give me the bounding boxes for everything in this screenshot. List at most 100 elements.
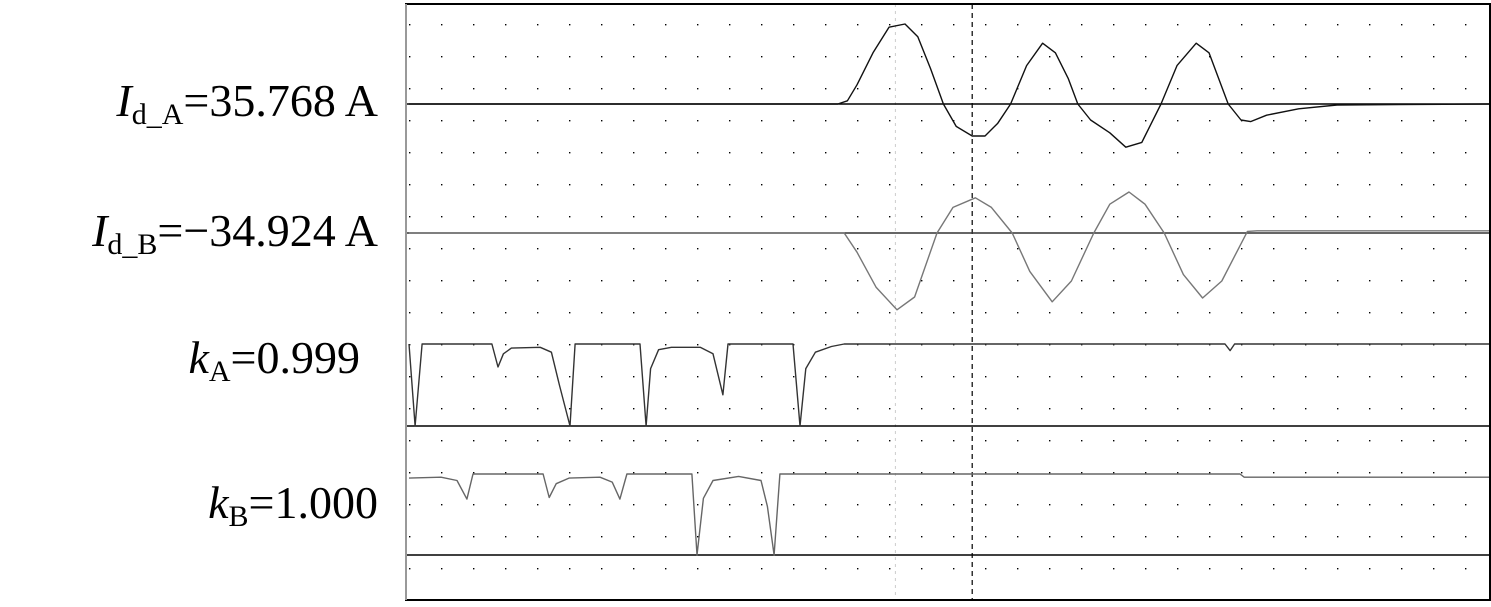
grid-dot — [1145, 312, 1147, 314]
grid-dot — [1081, 408, 1083, 410]
grid-dot — [1049, 24, 1051, 26]
grid-dot — [697, 280, 699, 282]
grid-dot — [633, 312, 635, 314]
grid-dot — [825, 408, 827, 410]
grid-dot — [761, 312, 763, 314]
grid-dot — [1273, 504, 1275, 506]
grid-dot — [697, 408, 699, 410]
grid-dot — [1113, 408, 1115, 410]
grid-dot — [441, 376, 443, 378]
grid-dot — [601, 312, 603, 314]
grid-dot — [1081, 88, 1083, 90]
grid-dot — [793, 152, 795, 154]
grid-dot — [1113, 88, 1115, 90]
grid-dot — [1241, 184, 1243, 186]
grid-dot — [953, 408, 955, 410]
grid-dot — [921, 408, 923, 410]
grid-dot — [729, 440, 731, 442]
grid-dot — [1017, 184, 1019, 186]
grid-dot — [729, 376, 731, 378]
grid-dot — [1305, 312, 1307, 314]
grid-dot — [1465, 24, 1467, 26]
grid-dot — [1369, 216, 1371, 218]
grid-dot — [1433, 472, 1435, 474]
grid-dot — [1305, 472, 1307, 474]
grid-dot — [1017, 376, 1019, 378]
grid-dot — [1369, 24, 1371, 26]
label-subscript: A — [208, 355, 231, 388]
grid-dot — [441, 248, 443, 250]
grid-dot — [1401, 120, 1403, 122]
grid-dot — [1241, 280, 1243, 282]
grid-dot — [857, 88, 859, 90]
grid-dot — [1209, 408, 1211, 410]
grid-dot — [1177, 24, 1179, 26]
grid-dot — [921, 440, 923, 442]
grid-dot — [473, 408, 475, 410]
grid-dot — [1305, 568, 1307, 570]
grid-dot — [825, 56, 827, 58]
grid-dot — [953, 440, 955, 442]
grid-dot — [1465, 376, 1467, 378]
grid-dot — [1145, 184, 1147, 186]
grid-dot — [761, 280, 763, 282]
grid-dot — [1177, 504, 1179, 506]
grid-dot — [601, 88, 603, 90]
grid-dot — [569, 568, 571, 570]
grid-dot — [793, 120, 795, 122]
label-value: =0.999 — [230, 332, 360, 383]
grid-dot — [1177, 152, 1179, 154]
grid-dot — [953, 376, 955, 378]
grid-dot — [1049, 472, 1051, 474]
grid-dot — [441, 152, 443, 154]
label-symbol: I — [116, 75, 132, 126]
grid-dot — [1465, 216, 1467, 218]
grid-dot — [665, 344, 667, 346]
grid-dot — [473, 120, 475, 122]
grid-dot — [1017, 504, 1019, 506]
grid-dot — [1049, 568, 1051, 570]
grid-dot — [1433, 440, 1435, 442]
grid-dot — [825, 120, 827, 122]
grid-dot — [537, 376, 539, 378]
grid-dot — [761, 568, 763, 570]
label-symbol: k — [188, 332, 209, 383]
trace-id-b — [409, 191, 1491, 311]
grid-dot — [953, 24, 955, 26]
grid-dot — [409, 472, 411, 474]
grid-dot — [1241, 568, 1243, 570]
grid-dot — [505, 56, 507, 58]
grid-dot — [1401, 504, 1403, 506]
grid-dot — [633, 184, 635, 186]
grid-dot — [633, 440, 635, 442]
grid-dot — [825, 504, 827, 506]
grid-dot — [409, 88, 411, 90]
grid-dot — [1049, 248, 1051, 250]
grid-dot — [505, 568, 507, 570]
grid-dot — [1113, 472, 1115, 474]
grid-dot — [697, 312, 699, 314]
grid-dot — [793, 568, 795, 570]
grid-dot — [1241, 152, 1243, 154]
grid-dot — [537, 312, 539, 314]
grid-dot — [537, 152, 539, 154]
grid-dot — [1017, 24, 1019, 26]
grid-dot — [1465, 568, 1467, 570]
grid-dot — [1241, 248, 1243, 250]
grid-dot — [665, 184, 667, 186]
grid-dot — [1369, 56, 1371, 58]
grid-dots — [409, 24, 1467, 570]
grid-dot — [601, 56, 603, 58]
grid-dot — [409, 216, 411, 218]
grid-dot — [729, 312, 731, 314]
grid-dot — [1369, 88, 1371, 90]
label-subscript: d_B — [107, 228, 158, 261]
grid-dot — [985, 248, 987, 250]
grid-dot — [697, 536, 699, 538]
grid-dot — [697, 440, 699, 442]
grid-dot — [633, 216, 635, 218]
grid-dot — [729, 184, 731, 186]
label-symbol: I — [92, 205, 108, 256]
grid-dot — [761, 88, 763, 90]
grid-dot — [537, 408, 539, 410]
